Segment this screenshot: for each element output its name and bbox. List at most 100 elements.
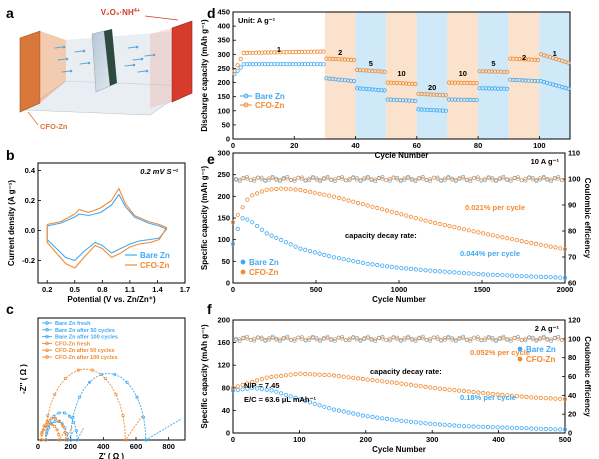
capacity-point-cfo-zn — [245, 381, 250, 386]
ce-point — [497, 177, 502, 182]
ce-point — [281, 335, 286, 340]
ce-point — [318, 339, 323, 343]
capacity-point-bare-zn — [278, 391, 284, 396]
capacity-point-bare-zn — [558, 427, 563, 432]
ce-point — [475, 335, 480, 340]
capacity-point-bare-zn — [452, 270, 457, 275]
anode-label: CFO-Zn — [40, 122, 68, 131]
capacity-point-cfo-zn — [341, 197, 346, 202]
ce-point — [373, 177, 378, 182]
capacity-point-cfo-zn — [399, 381, 404, 386]
capacity-point-bare-zn — [283, 240, 288, 245]
ce-point — [299, 337, 304, 342]
legend-marker — [240, 259, 246, 265]
capacity-point-bare-zn — [404, 419, 409, 424]
ce-point — [417, 175, 422, 180]
rate-point-cfo-zn — [232, 69, 237, 74]
capacity-point-bare-zn — [245, 217, 250, 222]
capacity-point-cfo-zn — [452, 225, 457, 230]
capacity-point-cfo-zn — [548, 244, 553, 249]
ce-point — [263, 178, 268, 183]
ce-point — [256, 175, 260, 180]
ce-point — [530, 175, 535, 180]
y2-axis-label: Coulombic efficiency — [583, 178, 592, 259]
eis-point — [53, 419, 57, 424]
ce-point — [387, 336, 392, 341]
capacity-point-cfo-zn — [562, 247, 568, 252]
y-tick-label: 400 — [217, 22, 230, 31]
ce-point — [508, 339, 513, 343]
ce-point — [468, 179, 473, 183]
ce-point — [549, 179, 553, 184]
ce-point — [516, 175, 520, 180]
ce-point — [560, 338, 564, 342]
capacity-point-bare-zn — [394, 265, 399, 270]
ce-point — [490, 337, 495, 342]
ce-point — [307, 336, 312, 341]
ce-point — [497, 337, 502, 342]
y-tick-label: 350 — [217, 36, 230, 45]
ce-point — [431, 175, 436, 180]
capacity-point-cfo-zn — [278, 373, 284, 378]
capacity-point-bare-zn — [505, 273, 510, 278]
ce-point — [274, 336, 279, 341]
y2-tick-label: 40 — [568, 391, 576, 400]
capacity-point-bare-zn — [298, 397, 303, 402]
x-tick-label: 500 — [559, 435, 572, 444]
x-tick-label: 0 — [231, 141, 235, 150]
rate-label: 20 — [428, 83, 436, 92]
y2-tick-label: 110 — [568, 149, 580, 158]
ce-point — [530, 337, 535, 342]
ce-point — [519, 178, 524, 183]
capacity-point-bare-zn — [230, 241, 236, 247]
y-tick-label: 0.0 — [25, 226, 35, 235]
ce-point — [307, 176, 312, 181]
capacity-point-cfo-zn — [432, 385, 438, 391]
ce-point — [512, 175, 517, 180]
ce-point — [310, 335, 315, 340]
capacity-point-cfo-zn — [360, 376, 365, 382]
ce-point — [267, 336, 271, 341]
zn-ion-dot — [135, 45, 139, 49]
rate-band — [324, 12, 356, 139]
y-tick-label: 120 — [217, 361, 230, 370]
capacity-point-bare-zn — [490, 272, 495, 277]
ce-point — [245, 175, 249, 179]
cv-curve-cfo-zn — [46, 187, 168, 269]
zn-ion-dot — [132, 63, 136, 67]
ce-point — [538, 176, 542, 181]
zn-ion-arrow — [132, 58, 142, 61]
unit-label: Unit: A g⁻¹ — [238, 16, 276, 25]
capacity-point-cfo-zn — [351, 375, 356, 380]
capacity-point-cfo-zn — [432, 220, 438, 226]
eis-point — [121, 414, 125, 418]
capacity-point-bare-zn — [408, 266, 414, 271]
ce-point — [508, 179, 513, 184]
ce-point — [241, 175, 246, 180]
capacity-point-cfo-zn — [490, 391, 495, 397]
ce-point — [424, 338, 429, 342]
capacity-point-bare-zn — [481, 424, 486, 429]
capacity-point-bare-zn — [519, 273, 524, 279]
y-tick-label: 150 — [217, 214, 230, 223]
rate-point-cfo-zn — [238, 56, 243, 62]
ce-point — [380, 334, 385, 339]
ce-point — [413, 337, 418, 342]
capacity-point-bare-zn — [562, 275, 568, 280]
capacity-point-bare-zn — [447, 422, 452, 428]
capacity-point-cfo-zn — [365, 203, 370, 208]
ce-point — [556, 175, 561, 179]
x-tick-label: 600 — [130, 442, 143, 451]
capacity-point-cfo-zn — [259, 189, 264, 194]
capacity-point-bare-zn — [317, 251, 322, 256]
eis-point — [45, 419, 49, 423]
capacity-point-bare-zn — [283, 392, 288, 397]
y2-tick-label: 90 — [568, 201, 576, 210]
eis-curve — [40, 417, 73, 441]
eis-point — [71, 415, 75, 419]
ce-point — [475, 177, 480, 182]
capacity-point-cfo-zn — [533, 395, 539, 400]
ce-point — [278, 177, 282, 182]
legend-label: Bare Zn — [255, 92, 285, 101]
